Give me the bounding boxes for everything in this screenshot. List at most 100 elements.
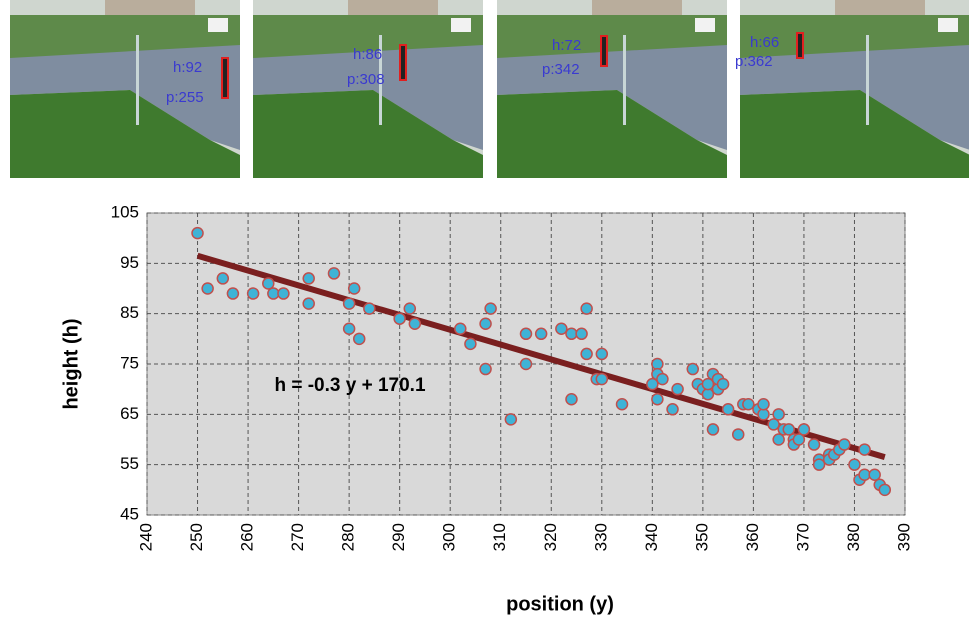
point	[581, 303, 592, 314]
x-tick-label: 330	[591, 523, 610, 551]
point	[617, 399, 628, 410]
pole	[136, 35, 139, 125]
point	[202, 283, 213, 294]
height-label: h:72	[552, 37, 581, 54]
point	[647, 379, 658, 390]
point	[465, 338, 476, 349]
point	[303, 273, 314, 284]
position-label: p:362	[735, 53, 773, 70]
van	[695, 18, 715, 32]
point	[566, 328, 577, 339]
point	[657, 374, 668, 385]
equation: h = -0.3 y + 170.1	[274, 375, 425, 396]
x-tick-label: 310	[490, 523, 509, 551]
x-tick-label: 280	[339, 523, 358, 551]
point	[581, 348, 592, 359]
point	[743, 399, 754, 410]
y-tick-label: 85	[120, 303, 139, 322]
point	[364, 303, 375, 314]
point	[814, 459, 825, 470]
point	[263, 278, 274, 289]
point	[278, 288, 289, 299]
position-label: p:308	[347, 71, 385, 88]
point	[758, 399, 769, 410]
van	[451, 18, 471, 32]
point	[849, 459, 860, 470]
height-label: h:92	[173, 59, 202, 76]
point	[394, 313, 405, 324]
point	[687, 364, 698, 375]
point	[667, 404, 678, 415]
point	[556, 323, 567, 334]
point	[521, 328, 532, 339]
frame: h:66 p:362	[735, 0, 969, 178]
point	[859, 444, 870, 455]
point	[672, 384, 683, 395]
point	[652, 394, 663, 405]
figure: h:92 p:255 h:86 p:308 h:72 p:342 h:66 p:362 240…	[0, 0, 969, 620]
point	[869, 469, 880, 480]
y-tick-label: 105	[111, 202, 139, 221]
van	[208, 18, 228, 32]
point	[354, 333, 365, 344]
point	[328, 268, 339, 279]
point	[521, 359, 532, 370]
y-axis-title: height (h)	[60, 318, 82, 409]
person-box	[222, 58, 228, 98]
point	[773, 434, 784, 445]
point	[809, 439, 820, 450]
video-frames: h:92 p:255 h:86 p:308 h:72 p:342 h:66 p:362	[10, 0, 969, 178]
y-tick-label: 55	[120, 454, 139, 473]
point	[480, 364, 491, 375]
point	[723, 404, 734, 415]
point	[702, 379, 713, 390]
point	[768, 419, 779, 430]
y-tick-label: 95	[120, 253, 139, 272]
point	[480, 318, 491, 329]
point	[783, 424, 794, 435]
point	[344, 298, 355, 309]
point	[344, 323, 355, 334]
x-tick-label: 370	[793, 523, 812, 551]
person-box	[400, 45, 406, 80]
height-label: h:86	[353, 46, 382, 63]
position-label: p:255	[166, 89, 204, 106]
point	[248, 288, 259, 299]
x-tick-label: 360	[743, 523, 762, 551]
x-tick-label: 250	[187, 523, 206, 551]
x-axis-title: position (y)	[506, 593, 614, 615]
frame: h:92 p:255	[10, 0, 240, 178]
y-tick-label: 45	[120, 504, 139, 523]
frame: h:72 p:342	[497, 0, 727, 178]
x-tick-label: 340	[642, 523, 661, 551]
x-tick-label: 260	[238, 523, 257, 551]
y-tick-label: 65	[120, 404, 139, 423]
point	[839, 439, 850, 450]
point	[455, 323, 466, 334]
point	[596, 374, 607, 385]
point	[349, 283, 360, 294]
point	[227, 288, 238, 299]
point	[576, 328, 587, 339]
x-tick-label: 320	[541, 523, 560, 551]
pole	[866, 35, 869, 125]
point	[596, 348, 607, 359]
height-label: h:66	[750, 34, 779, 51]
point	[859, 469, 870, 480]
point	[773, 409, 784, 420]
x-tick-label: 300	[440, 523, 459, 551]
point	[707, 424, 718, 435]
frame: h:86 p:308	[253, 0, 483, 178]
person-box	[601, 36, 607, 66]
x-tick-label: 240	[136, 523, 155, 551]
x-tick-label: 270	[288, 523, 307, 551]
position-label: p:342	[542, 61, 580, 78]
point	[192, 228, 203, 239]
point	[879, 484, 890, 495]
y-tick-label: 75	[120, 353, 139, 372]
van	[938, 18, 958, 32]
x-tick-label: 380	[844, 523, 863, 551]
point	[798, 424, 809, 435]
x-tick-label: 290	[389, 523, 408, 551]
point	[718, 379, 729, 390]
